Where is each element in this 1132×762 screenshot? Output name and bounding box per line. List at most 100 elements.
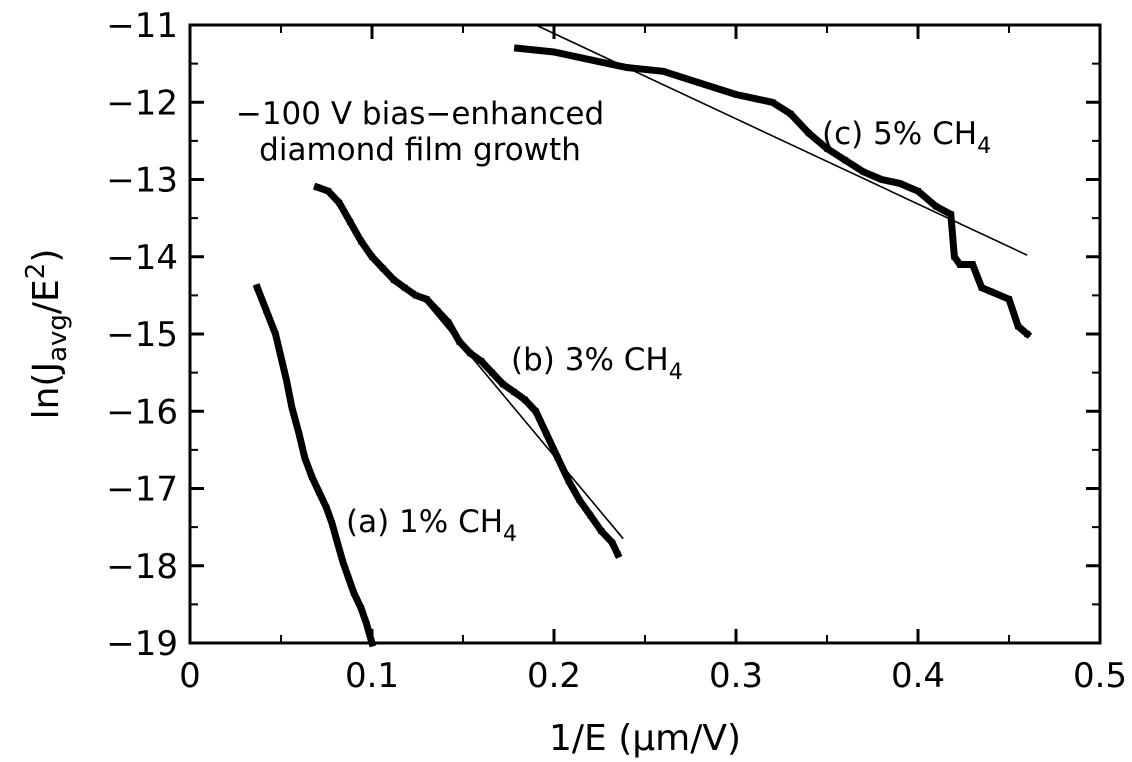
data-point: [301, 454, 308, 461]
data-point: [511, 388, 517, 395]
series-label-a: (a) 1% CH4: [346, 504, 517, 547]
data-point: [390, 276, 397, 283]
data-point: [423, 296, 430, 303]
data-point: [860, 168, 867, 175]
x-tick-label: 0.1: [345, 656, 399, 696]
data-point: [769, 99, 776, 106]
data-point: [489, 369, 496, 376]
data-point: [358, 605, 365, 612]
y-tick-label: −16: [106, 392, 178, 432]
y-tick-label: −13: [106, 161, 178, 201]
series-line-0: [252, 283, 377, 648]
data-point: [283, 377, 290, 384]
x-tick-label: 0.4: [891, 656, 945, 696]
data-point: [314, 184, 321, 191]
data-point: [350, 589, 357, 596]
data-point: [445, 319, 452, 326]
data-point: [696, 79, 703, 86]
data-point: [987, 288, 994, 295]
data-point: [824, 145, 830, 152]
data-point: [345, 574, 352, 581]
data-point: [272, 331, 279, 337]
data-point: [609, 539, 616, 546]
data-point: [347, 219, 354, 225]
x-axis-label: 1/E (µm/V): [549, 718, 741, 759]
axis-ticks: [188, 23, 1102, 645]
data-point: [532, 408, 539, 415]
data-point: [896, 180, 903, 187]
data-point: [947, 211, 954, 218]
data-point: [842, 157, 849, 164]
data-point: [969, 261, 976, 268]
data-point: [369, 640, 375, 646]
data-point: [543, 431, 550, 438]
data-point: [363, 620, 370, 627]
data-point: [660, 68, 667, 75]
data-point: [278, 354, 284, 361]
y-tick-label: −17: [106, 470, 178, 510]
y-tick-label: −12: [106, 83, 178, 123]
data-point: [514, 45, 521, 52]
data-point: [878, 176, 885, 183]
data-point: [434, 307, 441, 314]
data-point: [323, 504, 330, 511]
data-point: [576, 497, 583, 504]
data-point: [623, 64, 630, 71]
series-label-c: (c) 5% CH4: [822, 116, 991, 159]
series-line-2: [513, 44, 1033, 339]
data-point: [614, 551, 621, 558]
data-point: [329, 520, 335, 527]
data-point: [733, 91, 739, 98]
data-point: [316, 489, 323, 496]
x-tick-label: 0.2: [527, 656, 581, 696]
data-point: [1024, 331, 1031, 337]
data-point: [478, 358, 485, 364]
series-label-b: (b) 3% CH4: [511, 342, 683, 385]
data-series: [252, 44, 1033, 648]
data-point: [587, 56, 594, 63]
data-point: [358, 238, 365, 245]
y-tick-label: −15: [106, 315, 178, 355]
data-point: [598, 528, 605, 534]
data-point: [325, 188, 332, 195]
data-point: [379, 265, 386, 272]
x-tick-label: 0.3: [709, 656, 763, 696]
data-point: [956, 261, 963, 268]
data-point: [933, 203, 940, 210]
annotation-line-2: diamond film growth: [259, 132, 581, 168]
x-tick-label: 0: [179, 656, 201, 696]
data-point: [500, 381, 506, 388]
data-point: [751, 95, 758, 102]
data-point: [254, 284, 261, 291]
data-point: [336, 199, 343, 206]
tick-labels: 0 0.1 0.2 0.3 0.4 0.5 −11 −12 −13 −14 −15 −16 −17 −18…: [106, 6, 1127, 696]
data-point: [587, 512, 594, 519]
data-point: [288, 404, 295, 411]
data-point: [369, 253, 375, 260]
annotation-line-1: −100 V bias−enhanced: [236, 96, 604, 132]
data-point: [339, 558, 346, 565]
data-point: [805, 130, 812, 137]
data-point: [521, 396, 528, 403]
data-point: [456, 338, 463, 345]
data-point: [915, 188, 921, 195]
data-point: [263, 307, 270, 314]
data-point: [401, 284, 408, 291]
data-point: [787, 110, 794, 117]
x-tick-label: 0.5: [1073, 656, 1127, 696]
y-tick-label: −14: [106, 238, 178, 278]
data-point: [334, 539, 341, 546]
data-point: [1006, 296, 1012, 303]
data-point: [951, 253, 958, 260]
data-point: [412, 292, 419, 299]
data-point: [1015, 323, 1022, 330]
data-point: [565, 477, 572, 484]
data-point: [308, 473, 315, 480]
data-point: [551, 49, 557, 55]
data-point: [554, 454, 561, 461]
y-axis-label: ln(Javg/E2): [21, 249, 73, 420]
y-tick-label: −19: [106, 624, 178, 664]
data-point: [978, 284, 985, 291]
data-point: [467, 350, 474, 357]
